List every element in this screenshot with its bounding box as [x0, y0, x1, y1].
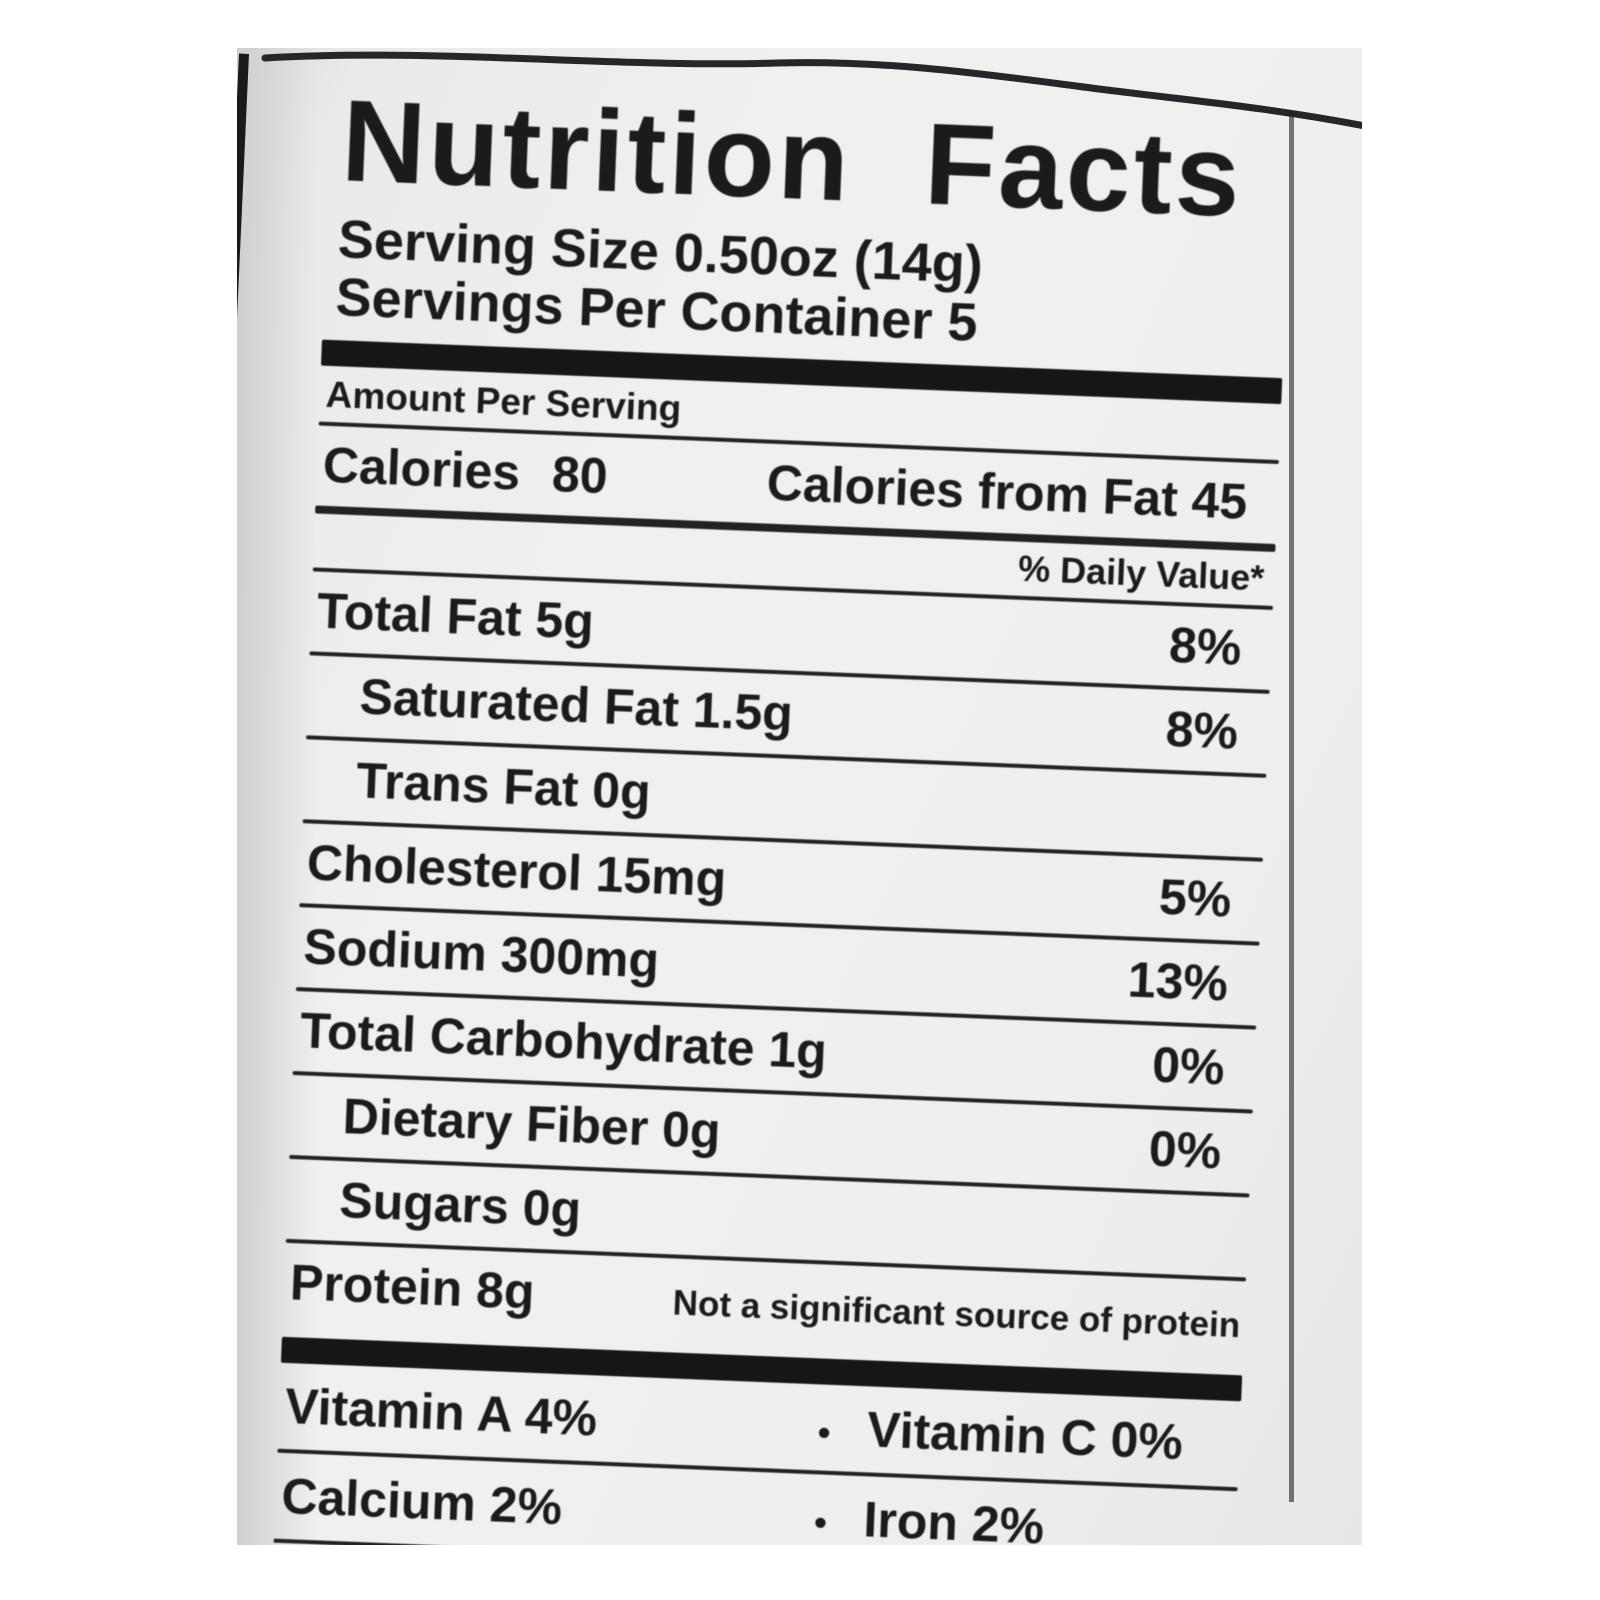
nutrient-percent: 0%: [1151, 1036, 1226, 1096]
calories-cell: Calories 80: [322, 436, 609, 505]
nutrition-facts-label: Nutrition Facts Serving Size 0.50oz (14g…: [237, 54, 1362, 1545]
nutrient-name: Trans Fat 0g: [355, 752, 652, 821]
vitamin-c-value: Vitamin C 0%: [866, 1401, 1184, 1470]
calories-value: 80: [550, 445, 609, 505]
bullet-separator: •: [813, 1501, 828, 1543]
nutrient-percent: [1217, 1252, 1247, 1253]
bullet-separator: •: [817, 1411, 832, 1453]
calcium-value: Calcium 2%: [280, 1467, 564, 1536]
nutrient-name: Dietary Fiber 0g: [341, 1088, 722, 1160]
nutrient-name: Cholesterol 15mg: [305, 834, 728, 908]
nutrient-percent: 13%: [1126, 951, 1230, 1012]
nutrient-name: Total Fat 5g: [316, 582, 595, 650]
nutrient-name: Saturated Fat 1.5g: [358, 668, 794, 742]
nutrient-percent: 0%: [1147, 1120, 1223, 1180]
vitamin-a-value: Vitamin A 4%: [284, 1377, 599, 1447]
nutrient-percent: 5%: [1157, 868, 1233, 928]
iron-value: Iron 2%: [862, 1491, 1046, 1545]
nutrient-name: Total Carbohydrate 1g: [299, 1002, 828, 1080]
nutrient-percent: [1234, 833, 1264, 834]
calories-label: Calories: [321, 436, 522, 501]
calories-from-fat: Calories from Fat 45: [765, 454, 1249, 530]
nutrient-percent: 8%: [1168, 616, 1243, 676]
label-title: Nutrition Facts: [339, 75, 1246, 242]
package-right-edge: [1289, 112, 1294, 1502]
nutrient-percent: 8%: [1164, 700, 1240, 760]
nutrient-name: Sugars 0g: [338, 1171, 583, 1238]
nutrition-label-photo: Nutrition Facts Serving Size 0.50oz (14g…: [237, 48, 1362, 1545]
protein-note: Not a significant source of protein: [672, 1283, 1241, 1346]
protein-name: Protein 8g: [289, 1254, 536, 1320]
nutrient-name: Sodium 300mg: [302, 918, 661, 989]
package-wrinkle-top-border: [261, 51, 1362, 129]
